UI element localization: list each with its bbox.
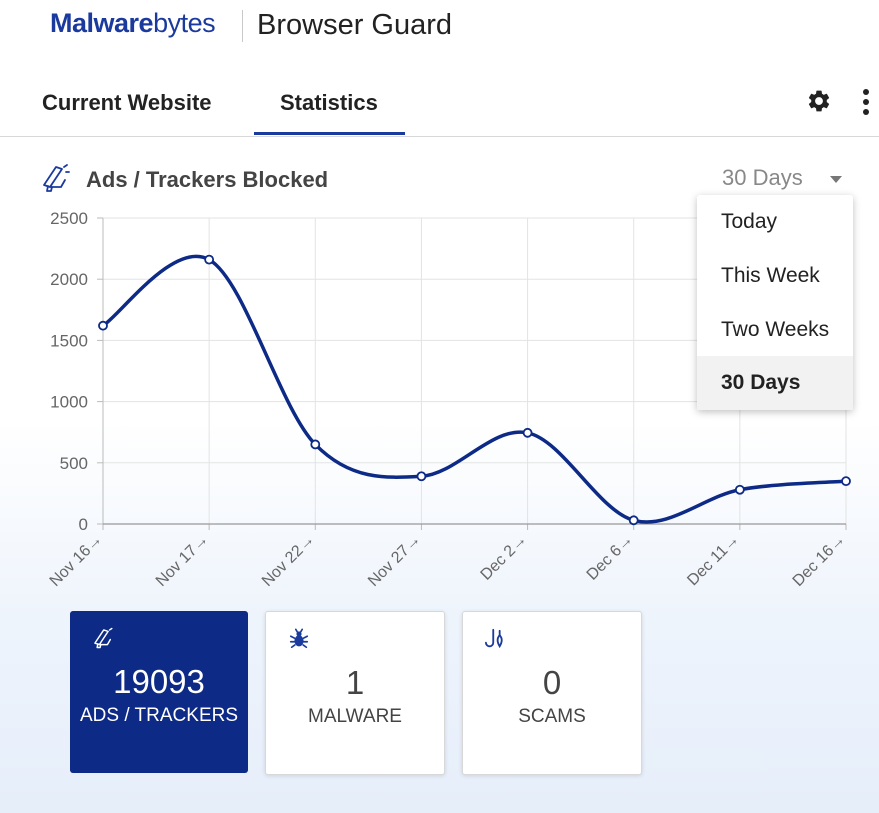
x-tick-label: Dec 11→ — [684, 531, 742, 589]
time-range-select[interactable]: 30 Days — [722, 165, 803, 190]
megaphone-icon — [43, 164, 70, 192]
stat-value: 1 — [345, 664, 365, 701]
tab-current-website[interactable]: Current Website — [42, 90, 212, 115]
line-chart: 0 500 1000 1500 2000 2500 Nov 16→ Nov 17→ Nov 22… — [47, 209, 851, 590]
logo-light-text: bytes — [153, 8, 216, 38]
x-tick-label: Nov 22→ — [259, 531, 318, 590]
x-tick-label: Dec 6→ — [584, 531, 637, 584]
x-tick-label: Nov 16→ — [47, 531, 106, 590]
malwarebytes-logo: Malwarebytes — [50, 8, 216, 39]
time-range-dropdown: Today This Week Two Weeks 30 Days — [697, 195, 853, 410]
stat-value: 0 — [542, 664, 562, 701]
stat-card-scams[interactable]: 0 SCAMS — [462, 611, 642, 775]
dropdown-option-today[interactable]: Today — [697, 195, 853, 249]
x-tick-label: Dec 16→ — [790, 531, 849, 590]
stat-label: SCAMS — [518, 706, 586, 727]
option-label: This Week — [721, 264, 820, 287]
option-label: 30 Days — [721, 371, 801, 394]
y-tick-label: 2000 — [50, 270, 88, 289]
option-label: Two Weeks — [721, 318, 830, 341]
stat-card-ads-trackers[interactable]: 19093 ADS / TRACKERS — [70, 611, 248, 773]
stat-card-malware[interactable]: 1 MALWARE — [265, 611, 445, 775]
x-tick-label: Nov 27→ — [365, 531, 424, 590]
dropdown-option-30-days[interactable]: 30 Days — [697, 356, 853, 410]
y-tick-label: 1000 — [50, 393, 88, 412]
data-point — [310, 439, 321, 450]
y-tick-label: 500 — [60, 454, 88, 473]
dropdown-option-this-week[interactable]: This Week — [697, 249, 853, 303]
tab-bar: Current Website Statistics — [0, 72, 879, 137]
logo-bold-text: Malware — [50, 8, 154, 38]
bug-icon — [289, 628, 309, 649]
x-tick-label: Dec 2→ — [478, 531, 531, 584]
tab-statistics[interactable]: Statistics — [280, 90, 378, 115]
series-line — [101, 254, 848, 524]
stat-label: MALWARE — [308, 706, 402, 727]
active-tab-indicator — [254, 132, 405, 135]
x-tick-label: Nov 17→ — [153, 531, 212, 590]
chevron-down-icon[interactable] — [830, 176, 842, 183]
chart-title: Ads / Trackers Blocked — [86, 167, 329, 192]
data-point — [98, 320, 108, 331]
gear-icon[interactable] — [806, 88, 832, 114]
y-tick-label: 0 — [79, 515, 88, 534]
megaphone-icon — [94, 627, 113, 649]
chart-header: Ads / Trackers Blocked 30 Days — [0, 160, 879, 200]
header-divider — [242, 10, 243, 42]
dropdown-option-two-weeks[interactable]: Two Weeks — [697, 303, 853, 357]
data-point — [628, 515, 639, 526]
stat-label: ADS / TRACKERS — [79, 705, 239, 726]
data-point — [416, 471, 427, 482]
data-point — [522, 427, 533, 438]
stat-value: 19093 — [113, 663, 205, 700]
scam-hook-icon — [485, 628, 503, 649]
data-point — [204, 254, 215, 265]
y-tick-label: 1500 — [50, 331, 88, 350]
product-name: Browser Guard — [257, 9, 453, 41]
option-label: Today — [721, 210, 778, 233]
y-tick-label: 2500 — [50, 209, 88, 228]
kebab-menu-icon[interactable] — [858, 88, 874, 116]
data-point — [734, 484, 745, 495]
app-header: Malwarebytes Browser Guard — [0, 0, 879, 60]
data-point — [841, 476, 851, 487]
